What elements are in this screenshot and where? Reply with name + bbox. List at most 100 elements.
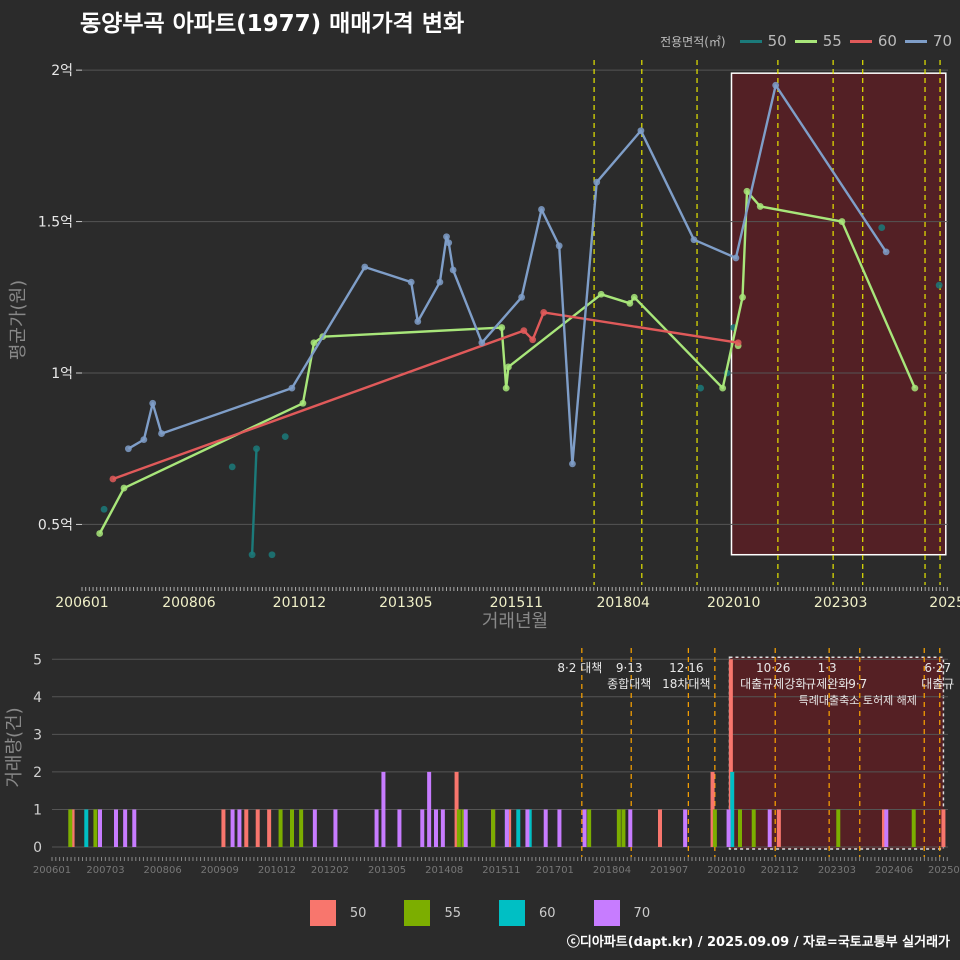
data-point-50: [100, 505, 108, 513]
data-point-60: [529, 336, 537, 344]
volume-bar-55: [836, 809, 841, 847]
volume-bar-55: [491, 809, 496, 847]
legend-line-55: [794, 39, 817, 43]
volume-bar-70: [434, 809, 438, 847]
volume-bar-55: [278, 809, 283, 847]
x-tick-label: 202303: [818, 865, 856, 876]
volume-bar-55: [290, 809, 294, 847]
series-line-50: [250, 448, 258, 555]
legend-item-60: 60: [849, 32, 897, 50]
data-point-70: [288, 384, 296, 392]
data-point-55: [597, 290, 605, 298]
x-tick-label: 201907: [650, 865, 688, 876]
volume-bar-70: [427, 771, 432, 847]
volume-bar-50: [70, 809, 75, 847]
y-tick-label: 0.5억: [38, 517, 73, 533]
x-tick-label: 201511: [482, 865, 520, 876]
volume-bar-50: [454, 771, 459, 847]
x-tick-label: 200601: [55, 595, 108, 611]
data-point-55: [756, 203, 764, 210]
data-point-60: [520, 327, 528, 334]
data-point-70: [158, 430, 165, 437]
policy-label: 규제완화: [805, 677, 849, 691]
volume-bar-50: [776, 809, 781, 847]
data-point-55: [310, 339, 318, 347]
volume-legend: 50 55 60 70: [0, 900, 960, 926]
x-tick-label: 2025: [929, 595, 960, 611]
data-point-50: [878, 224, 886, 232]
legend-title: 전용면적(㎡): [660, 34, 726, 49]
volume-bar-50: [507, 809, 512, 847]
volume-bar-70: [420, 809, 425, 847]
data-point-50: [253, 445, 260, 453]
chart-title: 동양부곡 아파트(1977) 매매가격 변화: [80, 11, 465, 37]
data-point-55: [502, 384, 510, 392]
policy-label: 12·16: [669, 661, 703, 675]
data-point-70: [772, 81, 780, 89]
x-tick-label: 202406: [875, 865, 913, 876]
data-point-50: [228, 463, 236, 471]
policy-label: 18차대책: [662, 676, 710, 691]
volume-bar-55: [751, 809, 756, 847]
data-point-60: [540, 309, 548, 316]
y-axis-title: 평균가(원): [8, 280, 29, 360]
x-axis-title: 거래년월: [482, 611, 548, 632]
volume-bar-55: [621, 809, 626, 847]
data-point-70: [593, 178, 601, 186]
volume-bar-70: [582, 809, 587, 847]
data-point-50: [268, 551, 276, 559]
volume-bar-70: [504, 809, 509, 847]
volume-legend-item-60: 60: [499, 900, 556, 926]
data-point-55: [626, 299, 634, 307]
data-point-50: [935, 281, 943, 289]
volume-bar-70: [543, 809, 548, 847]
data-point-70: [149, 399, 157, 407]
policy-label: 10·26: [756, 661, 790, 675]
y-tick-label: 1억: [51, 366, 73, 382]
volume-bar-60: [516, 809, 521, 847]
data-point-60: [734, 339, 742, 347]
volume-bar-60: [527, 809, 532, 847]
volume-legend-label-70: 70: [633, 905, 651, 921]
price-chart: 0.5억 1억 1.5억 2억 200601 200806 201012 201305 2015…: [8, 60, 960, 632]
data-point-55: [719, 384, 727, 392]
volume-bar-70: [884, 809, 889, 847]
volume-bar-60: [730, 771, 735, 847]
volume-bar-50: [941, 809, 946, 847]
volume-bar-50: [221, 809, 226, 847]
y-axis-title: 거래량(건): [4, 707, 25, 787]
x-tick-label: 201012: [273, 595, 326, 611]
volume-bar-50: [658, 809, 662, 847]
volume-bar-55: [911, 809, 916, 847]
data-point-70: [124, 445, 132, 453]
volume-legend-key-55: [404, 900, 431, 926]
volume-bar-55: [738, 809, 742, 847]
x-tick-label: 202010: [707, 595, 760, 611]
data-point-55: [838, 218, 846, 225]
data-point-70: [407, 278, 415, 286]
y-tick-label: 5: [33, 652, 42, 668]
highlight-region: [730, 72, 947, 556]
volume-bar-70: [333, 809, 338, 847]
data-point-55: [299, 399, 307, 407]
x-tick-label: 200806: [144, 865, 182, 876]
policy-label: 9·13: [616, 661, 643, 675]
volume-bar-70: [381, 771, 386, 847]
legend-label-55: 55: [822, 32, 842, 50]
data-point-70: [569, 460, 576, 468]
data-point-50: [248, 551, 256, 559]
y-tick-label: 2: [33, 765, 42, 781]
data-point-55: [743, 187, 751, 195]
policy-label: 대출규: [921, 677, 954, 691]
volume-bar-70: [767, 809, 772, 847]
x-tick-label: 201804: [597, 595, 651, 611]
volume-bar-70: [374, 809, 379, 847]
data-point-70: [478, 339, 486, 347]
x-tick-label: 200601: [33, 865, 71, 876]
policy-label: 특례대출축소 토허제 해제: [799, 693, 917, 707]
y-tick-label: 3: [33, 727, 42, 743]
volume-bar-70: [98, 809, 102, 847]
x-tick-label: 201305: [379, 595, 432, 611]
data-point-50: [697, 384, 704, 392]
data-point-55: [498, 324, 506, 331]
